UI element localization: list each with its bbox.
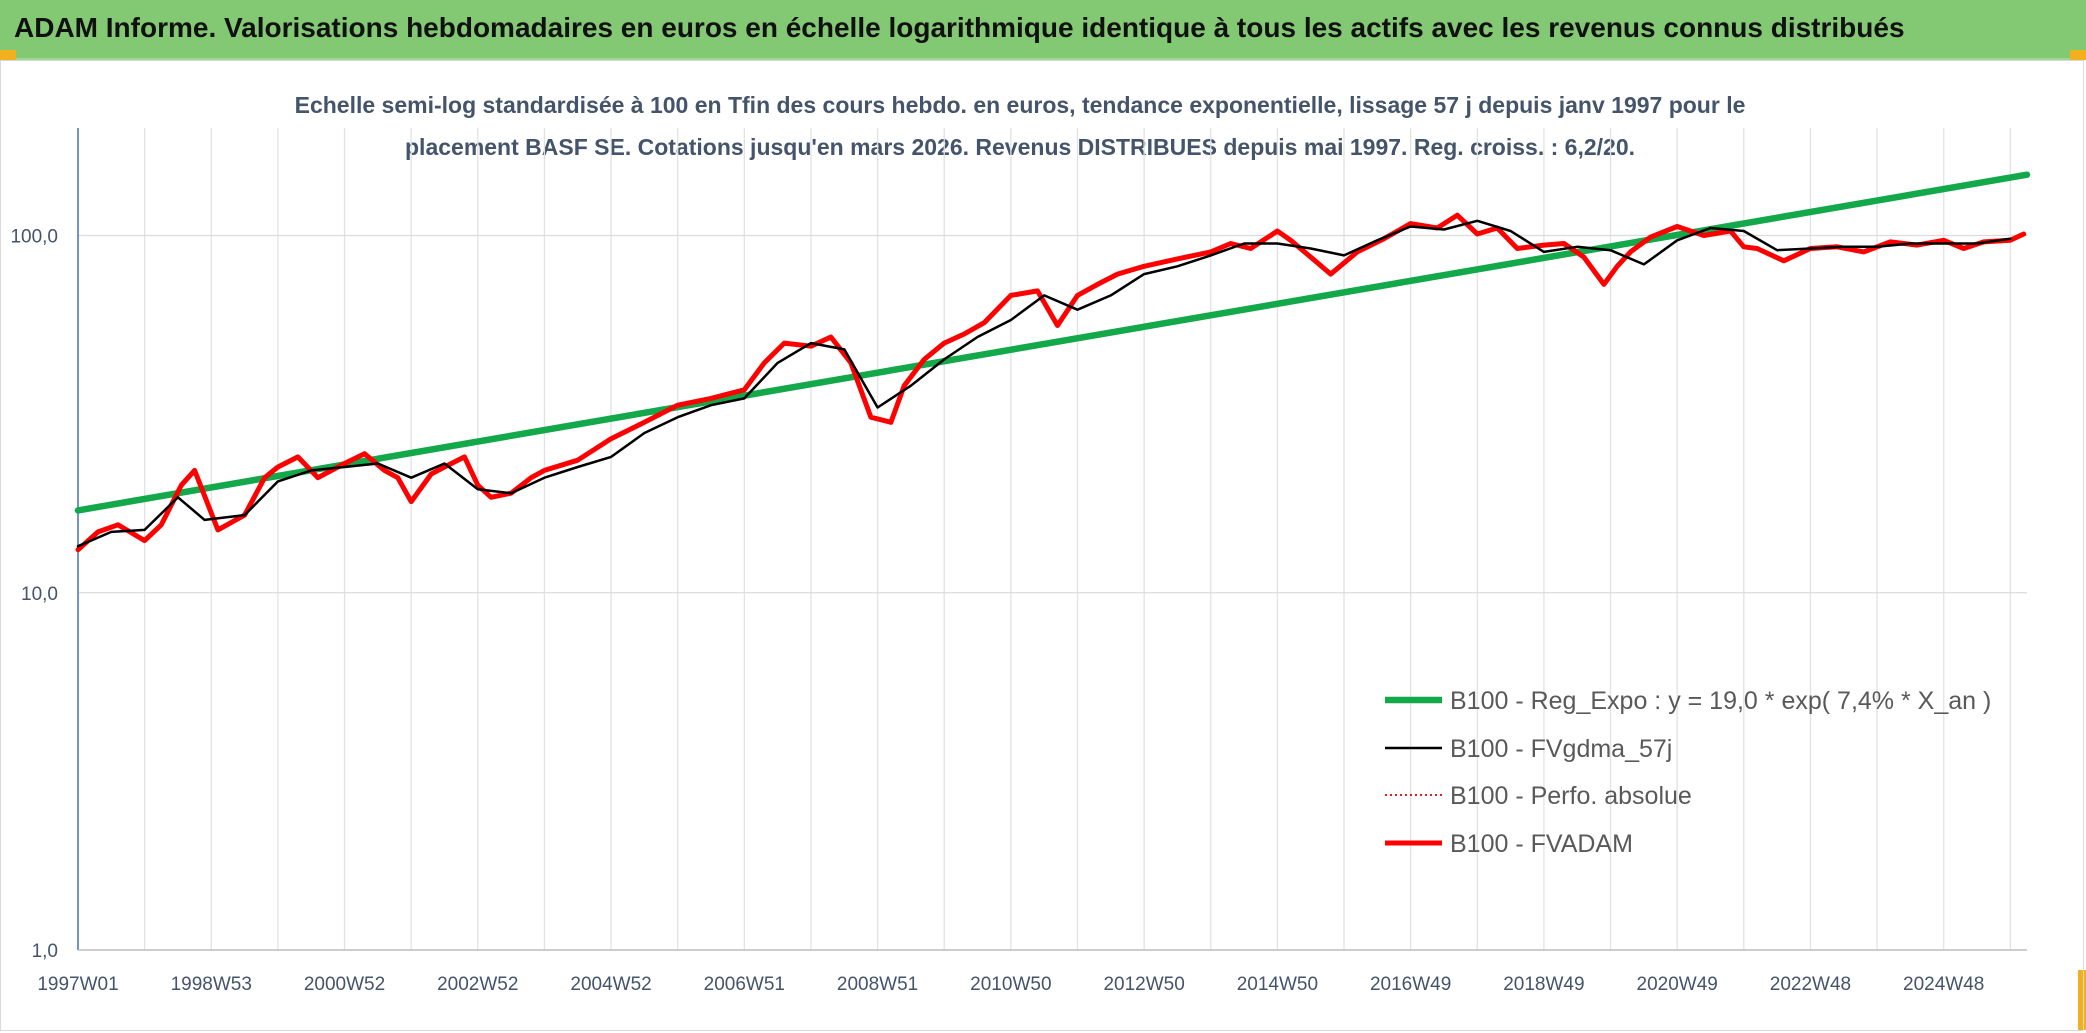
corner-tab-top-right bbox=[2070, 50, 2086, 60]
x-tick-label: 2018W49 bbox=[1503, 974, 1584, 995]
legend-label-2: B100 - Perfo. absolue bbox=[1450, 782, 1692, 810]
chart-subtitle: Echelle semi-log standardisée à 100 en T… bbox=[200, 84, 1840, 168]
y-tick-label: 1,0 bbox=[32, 941, 58, 962]
y-tick-label: 100,0 bbox=[10, 227, 58, 248]
x-tick-label: 2012W50 bbox=[1103, 974, 1184, 995]
y-tick-label: 10,0 bbox=[21, 584, 58, 605]
x-tick-label: 2010W50 bbox=[970, 974, 1051, 995]
x-tick-label: 1998W53 bbox=[171, 974, 252, 995]
corner-tab-bottom-right bbox=[2078, 970, 2086, 1030]
series-line-3 bbox=[75, 212, 2027, 553]
axes bbox=[77, 128, 2027, 951]
tick-labels: 1,0 10,0 100,0 1997W01 1998W53 2000W52 2002W52… bbox=[10, 227, 1984, 995]
x-tick-label: 2016W49 bbox=[1370, 974, 1451, 995]
x-tick-label: 2022W48 bbox=[1770, 974, 1851, 995]
x-tick-label: 2008W51 bbox=[837, 974, 918, 995]
legend: B100 - Reg_Expo : y = 19,0 * exp( 7,4% *… bbox=[1385, 687, 1991, 858]
x-tick-label: 2004W52 bbox=[570, 974, 651, 995]
chart-subtitle-line-1: Echelle semi-log standardisée à 100 en T… bbox=[294, 92, 1746, 118]
chart-subtitle-line-2: placement BASF SE. Cotations jusqu'en ma… bbox=[405, 134, 1635, 160]
x-tick-label: 2024W48 bbox=[1903, 974, 1984, 995]
legend-label-0: B100 - Reg_Expo : y = 19,0 * exp( 7,4% *… bbox=[1450, 687, 1991, 715]
page-title: ADAM Informe. Valorisations hebdomadaire… bbox=[14, 12, 1905, 43]
legend-label-1: B100 - FVgdma_57j bbox=[1450, 735, 1672, 763]
x-tick-label: 2020W49 bbox=[1637, 974, 1718, 995]
x-tick-label: 1997W01 bbox=[37, 974, 118, 995]
legend-label-3: B100 - FVADAM bbox=[1450, 830, 1633, 858]
series-lines bbox=[74, 171, 2031, 553]
x-tick-label: 2000W52 bbox=[304, 974, 385, 995]
header-bar: ADAM Informe. Valorisations hebdomadaire… bbox=[0, 0, 2086, 60]
x-tick-label: 2006W51 bbox=[704, 974, 785, 995]
x-tick-label: 2002W52 bbox=[437, 974, 518, 995]
chart-frame bbox=[0, 60, 2084, 1031]
corner-tab-top-left bbox=[0, 50, 16, 60]
x-tick-label: 2014W50 bbox=[1237, 974, 1318, 995]
grid-lines bbox=[77, 128, 2027, 951]
series-line-1 bbox=[76, 219, 2012, 548]
